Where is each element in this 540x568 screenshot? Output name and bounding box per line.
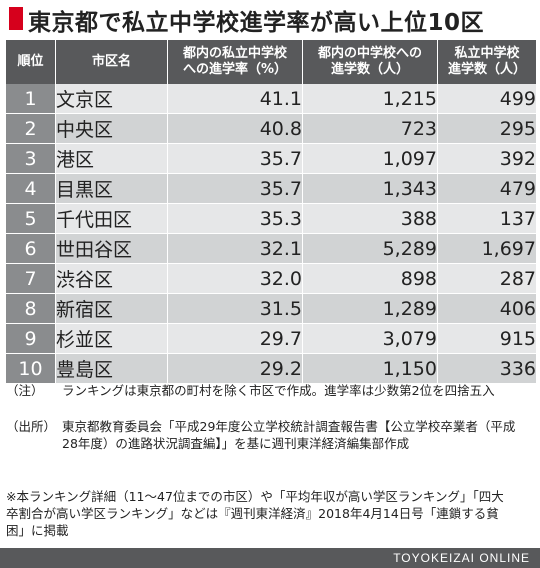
total-cell: 5,289 <box>303 234 438 264</box>
header-rate-label-line2: への進学率（%） <box>182 62 288 77</box>
title-marker <box>9 7 23 30</box>
table-row: 1 文京区 41.1 1,215 499 <box>6 84 536 114</box>
ward-name-cell: 目黒区 <box>56 174 168 204</box>
table-row: 8 新宿区 31.5 1,289 406 <box>6 294 536 324</box>
rate-cell: 35.3 <box>168 204 303 234</box>
table-row: 3 港区 35.7 1,097 392 <box>6 144 536 174</box>
footer-brand: TOYOKEIZAI ONLINE <box>393 551 530 565</box>
header-private-label-line1: 私立中学校 <box>454 46 520 61</box>
private-cell: 336 <box>438 354 536 384</box>
private-cell: 499 <box>438 84 536 114</box>
rate-cell: 35.7 <box>168 144 303 174</box>
title-bar: 東京都で私立中学校進学率が高い上位10区 <box>0 0 540 38</box>
header-private: 私立中学校 進学数（人） <box>438 40 536 84</box>
private-cell: 137 <box>438 204 536 234</box>
private-cell: 479 <box>438 174 536 204</box>
rank-cell: 4 <box>6 174 56 204</box>
private-cell: 1,697 <box>438 234 536 264</box>
table-row: 7 渋谷区 32.0 898 287 <box>6 264 536 294</box>
page-title: 東京都で私立中学校進学率が高い上位10区 <box>28 10 485 36</box>
ward-name-cell: 文京区 <box>56 84 168 114</box>
rank-cell: 6 <box>6 234 56 264</box>
header-rank: 順位 <box>6 40 56 84</box>
total-cell: 388 <box>303 204 438 234</box>
total-cell: 898 <box>303 264 438 294</box>
header-total: 都内の中学校への 進学数（人） <box>303 40 438 84</box>
rate-cell: 35.7 <box>168 174 303 204</box>
rank-cell: 9 <box>6 324 56 354</box>
total-cell: 1,097 <box>303 144 438 174</box>
rate-cell: 32.1 <box>168 234 303 264</box>
source-label: （出所） <box>6 419 57 434</box>
total-cell: 1,215 <box>303 84 438 114</box>
rank-cell: 2 <box>6 114 56 144</box>
extra-note: ※本ランキング詳細（11～47位までの市区）や「平均年収が高い学区ランキング」「… <box>6 489 504 538</box>
ward-name-cell: 中央区 <box>56 114 168 144</box>
private-cell: 915 <box>438 324 536 354</box>
private-cell: 406 <box>438 294 536 324</box>
header-ward-label: 市区名 <box>91 54 131 69</box>
header-total-label-line1: 都内の中学校への <box>317 46 422 61</box>
rank-cell: 5 <box>6 204 56 234</box>
ranking-table: 順位 市区名 都内の私立中学校 への進学率（%） 都内の中学校への 進学数（人） 私… <box>6 40 536 384</box>
table-row: 9 杉並区 29.7 3,079 915 <box>6 324 536 354</box>
header-ward: 市区名 <box>56 40 168 84</box>
rank-cell: 7 <box>6 264 56 294</box>
private-cell: 295 <box>438 114 536 144</box>
table-row: 6 世田谷区 32.1 5,289 1,697 <box>6 234 536 264</box>
rate-cell: 32.0 <box>168 264 303 294</box>
rate-cell: 41.1 <box>168 84 303 114</box>
table-header-row: 順位 市区名 都内の私立中学校 への進学率（%） 都内の中学校への 進学数（人） 私… <box>6 40 536 84</box>
ward-name-cell: 千代田区 <box>56 204 168 234</box>
ward-name-cell: 豊島区 <box>56 354 168 384</box>
ward-name-cell: 渋谷区 <box>56 264 168 294</box>
rate-cell: 29.7 <box>168 324 303 354</box>
rank-cell: 10 <box>6 354 56 384</box>
total-cell: 3,079 <box>303 324 438 354</box>
total-cell: 723 <box>303 114 438 144</box>
rank-cell: 1 <box>6 84 56 114</box>
rate-cell: 29.2 <box>168 354 303 384</box>
footer-bar: TOYOKEIZAI ONLINE <box>0 548 540 568</box>
rank-cell: 8 <box>6 294 56 324</box>
ward-name-cell: 世田谷区 <box>56 234 168 264</box>
header-private-label-line2: 進学数（人） <box>447 62 526 77</box>
private-cell: 392 <box>438 144 536 174</box>
total-cell: 1,343 <box>303 174 438 204</box>
rate-cell: 31.5 <box>168 294 303 324</box>
header-rate: 都内の私立中学校 への進学率（%） <box>168 40 303 84</box>
total-cell: 1,289 <box>303 294 438 324</box>
table-row: 5 千代田区 35.3 388 137 <box>6 204 536 234</box>
note-label: （注） <box>6 383 44 398</box>
total-cell: 1,150 <box>303 354 438 384</box>
private-cell: 287 <box>438 264 536 294</box>
ward-name-cell: 杉並区 <box>56 324 168 354</box>
rank-cell: 3 <box>6 144 56 174</box>
source-text: 東京都教育委員会「平成29年度公立学校統計調査報告書【公立学校卒業者（平成28年… <box>62 419 516 451</box>
table-row: 4 目黒区 35.7 1,343 479 <box>6 174 536 204</box>
note-text: ランキングは東京都の町村を除く市区で作成。進学率は少数第2位を四捨五入 <box>62 383 495 398</box>
rate-cell: 40.8 <box>168 114 303 144</box>
ward-name-cell: 港区 <box>56 144 168 174</box>
table-body: 1 文京区 41.1 1,215 499 2 中央区 40.8 723 295 3 港区 35.7 1,0… <box>6 84 536 384</box>
header-rank-label: 順位 <box>17 54 44 69</box>
table-row: 2 中央区 40.8 723 295 <box>6 114 536 144</box>
table-row: 10 豊島区 29.2 1,150 336 <box>6 354 536 384</box>
header-total-label-line2: 進学数（人） <box>330 62 409 77</box>
ward-name-cell: 新宿区 <box>56 294 168 324</box>
header-rate-label-line1: 都内の私立中学校 <box>182 46 287 61</box>
